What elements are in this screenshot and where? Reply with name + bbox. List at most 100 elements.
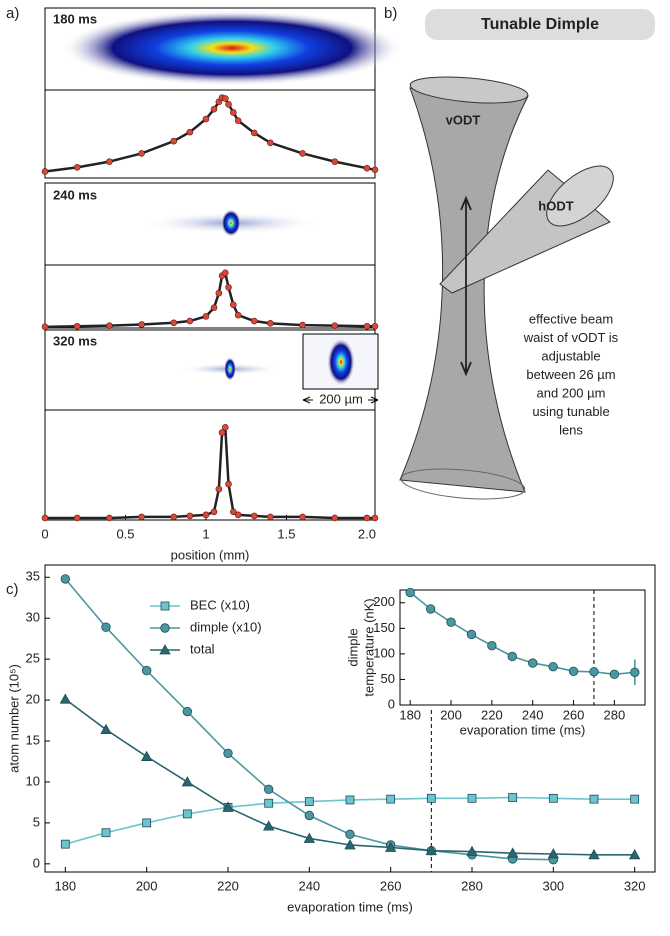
cloud	[224, 357, 236, 381]
image-label: 320 ms	[53, 333, 97, 348]
marker	[548, 793, 558, 803]
scale-arrows	[302, 396, 379, 404]
data-point	[331, 514, 339, 522]
marker	[446, 617, 456, 627]
marker	[487, 641, 497, 651]
diagram-note: lens	[559, 422, 583, 437]
y-tick-label: 35	[26, 569, 40, 584]
legend-label: BEC (x10)	[190, 597, 250, 612]
scale-bar-label: 200 µm	[319, 391, 363, 406]
x-tick-label: 1	[202, 526, 209, 541]
data-point	[221, 269, 229, 277]
y-tick-label: 30	[26, 610, 40, 625]
y-tick-label: 20	[26, 692, 40, 707]
x-tick-label: 180	[399, 707, 421, 722]
x-tick-label: 260	[563, 707, 585, 722]
x-tick-label: 280	[461, 878, 483, 893]
data-point	[371, 166, 379, 174]
y-tick-label: 0	[33, 855, 40, 870]
marker	[425, 844, 438, 856]
data-point	[186, 512, 194, 520]
marker	[304, 810, 315, 821]
x-tick-label: 0.5	[116, 526, 134, 541]
image-label: 180 ms	[53, 11, 97, 26]
data-point	[221, 424, 229, 431]
data-point	[41, 323, 49, 331]
diagram-note: effective beam	[529, 311, 613, 326]
x-tick-label: 220	[217, 878, 239, 893]
marker	[140, 750, 153, 761]
data-point	[250, 317, 258, 325]
marker	[425, 604, 436, 614]
data-point	[299, 513, 306, 521]
data-point	[234, 511, 242, 519]
x-tick-label: 240	[298, 878, 320, 893]
data-point	[363, 164, 371, 172]
marker	[141, 665, 152, 676]
data-point	[230, 508, 237, 516]
y-tick-label: 15	[26, 732, 40, 747]
data-point	[331, 322, 339, 329]
data-point	[221, 95, 229, 102]
x-axis-label: position (mm)	[171, 547, 250, 562]
y-tick-label: 25	[26, 651, 40, 666]
marker	[181, 776, 194, 787]
legend-marker	[160, 601, 170, 611]
data-point	[267, 139, 274, 147]
legend-marker	[159, 644, 171, 655]
data-point	[267, 320, 274, 327]
beam-end	[546, 165, 614, 227]
data-point	[225, 480, 232, 488]
panel-label: c)	[6, 581, 19, 598]
data-point	[106, 322, 113, 329]
profile-frame	[44, 409, 376, 521]
marker	[466, 845, 478, 856]
x-tick-label: 200	[136, 878, 158, 893]
data-point	[371, 514, 379, 522]
x-tick-label: 280	[604, 707, 626, 722]
marker	[345, 795, 355, 805]
x-axis-label: evaporation time (ms)	[460, 722, 586, 737]
marker	[59, 693, 72, 704]
data-point	[138, 321, 145, 328]
marker	[101, 622, 111, 632]
marker	[426, 793, 436, 803]
data-point	[170, 513, 178, 521]
panel-label: a)	[6, 5, 19, 22]
marker	[222, 801, 234, 812]
data-point	[225, 284, 232, 291]
series-line	[44, 270, 375, 329]
y-tick-label: 150	[373, 620, 395, 635]
marker	[466, 629, 477, 640]
panel-label: b)	[384, 5, 397, 22]
x-tick-label: 240	[522, 707, 544, 722]
data-point	[210, 304, 218, 311]
series-line	[45, 423, 375, 520]
data-point	[106, 158, 113, 165]
diagram-title-box	[425, 9, 655, 40]
y-tick-label: 10	[26, 773, 40, 788]
data-point	[202, 511, 210, 519]
profile-frame	[44, 89, 376, 179]
marker	[508, 793, 518, 802]
marker	[262, 820, 275, 831]
data-point	[331, 158, 339, 165]
image-label: 240 ms	[53, 187, 97, 202]
marker	[467, 793, 477, 803]
data-point	[230, 109, 237, 116]
marker	[547, 848, 560, 859]
inset-frame	[399, 589, 646, 706]
marker	[264, 798, 274, 808]
data-point	[230, 301, 237, 309]
marker	[630, 667, 640, 677]
beam-end	[400, 468, 526, 500]
data-point	[73, 514, 81, 522]
marker	[101, 828, 111, 838]
data-point	[106, 514, 113, 522]
marker	[589, 794, 599, 804]
diagram-note: and 200 µm	[537, 385, 606, 400]
data-point	[202, 115, 210, 123]
data-point	[215, 485, 223, 493]
diagram-note: adjustable	[541, 348, 600, 363]
